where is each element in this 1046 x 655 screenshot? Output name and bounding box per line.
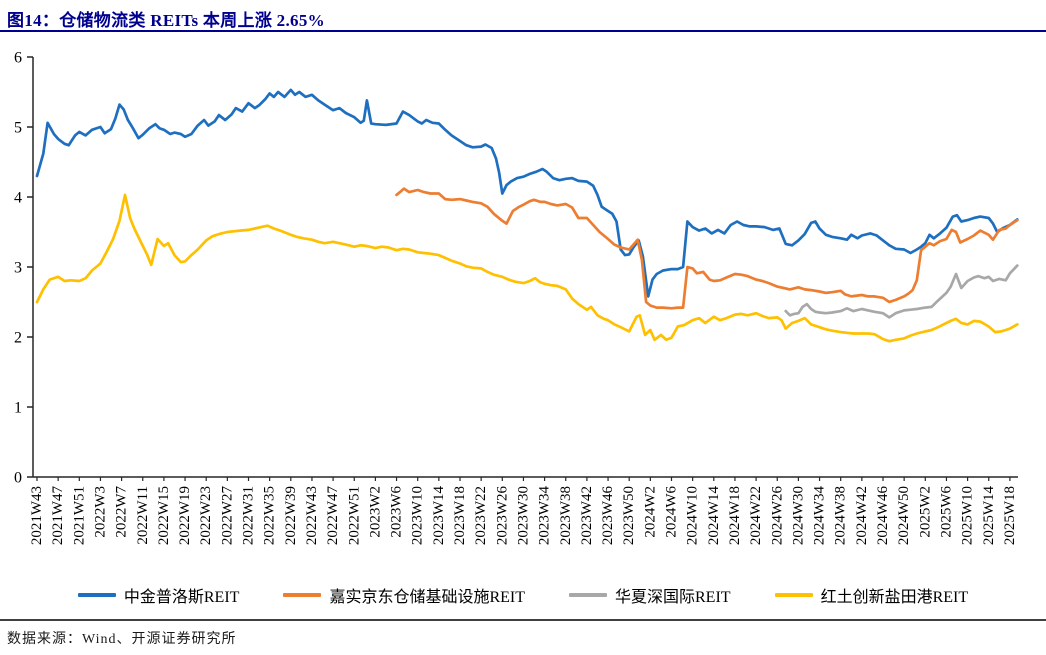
x-tick-label: 2022W23 — [198, 486, 214, 545]
legend-swatch-orange — [283, 593, 322, 597]
legend-label: 红土创新盐田港REIT — [820, 589, 969, 606]
legend-label: 华夏深国际REIT — [615, 589, 731, 606]
x-tick-label: 2023W50 — [621, 486, 637, 545]
x-tick-label: 2022W3 — [92, 486, 108, 538]
x-tick-label: 2023W38 — [558, 486, 574, 545]
x-tick-label: 2022W47 — [325, 486, 341, 546]
x-tick-label: 2022W7 — [114, 486, 130, 538]
x-tick-label: 2023W26 — [494, 486, 510, 546]
x-tick-label: 2024W46 — [875, 486, 891, 546]
legend-swatch-yellow — [774, 593, 813, 597]
x-tick-label: 2025W6 — [938, 486, 954, 538]
x-tick-label: 2023W46 — [600, 486, 616, 546]
line-chart: 0 1 2 3 4 5 6 2021W43 2021W47 2021W51 2022W3 2022W7… — [14, 49, 1019, 545]
x-tick-label: 2024W6 — [664, 486, 680, 538]
chart-title: 图14：仓储物流类 REITs 本周上涨 2.65% — [7, 11, 325, 30]
y-tick-label: 6 — [14, 49, 22, 66]
x-tick-label: 2024W22 — [748, 486, 764, 545]
x-tick-label: 2022W51 — [346, 486, 362, 545]
x-tick-label: 2023W2 — [367, 486, 383, 538]
data-source-note: 数据来源：Wind、开源证券研究所 — [7, 632, 237, 647]
series-line-3 — [35, 193, 1019, 343]
x-tick-label: 2022W35 — [262, 486, 278, 545]
x-tick-label: 2024W26 — [769, 486, 785, 546]
x-tick-label: 2022W15 — [156, 486, 172, 545]
legend-label: 嘉实京东仓储基础设施REIT — [329, 589, 525, 606]
y-axis-ticks: 0 1 2 3 4 5 6 — [14, 49, 33, 486]
x-tick-label: 2021W43 — [29, 486, 45, 545]
x-tick-label: 2022W11 — [135, 486, 151, 545]
x-tick-label: 2022W19 — [177, 486, 193, 545]
legend-item-hongtu-yantian: 红土创新盐田港REIT — [774, 583, 969, 607]
series-line-1 — [395, 187, 1019, 310]
x-tick-label: 2021W51 — [71, 486, 87, 545]
legend-item-zhongjin-prologis: 中金普洛斯REIT — [77, 583, 240, 607]
x-tick-label: 2024W38 — [833, 486, 849, 545]
x-tick-label: 2022W39 — [283, 486, 299, 545]
x-tick-label: 2024W50 — [896, 486, 912, 545]
x-tick-label: 2024W14 — [706, 486, 722, 546]
x-tick-label: 2022W43 — [304, 486, 320, 545]
series-line-0 — [35, 88, 1019, 298]
x-tick-label: 2021W47 — [50, 486, 66, 546]
x-tick-label: 2024W42 — [854, 486, 870, 545]
series-line-2 — [784, 264, 1019, 319]
title-underline — [0, 30, 1046, 32]
x-tick-label: 2025W14 — [981, 486, 997, 546]
legend-label: 中金普洛斯REIT — [123, 589, 240, 606]
x-tick-label: 2023W42 — [579, 486, 595, 545]
chart-legend: 中金普洛斯REIT 嘉实京东仓储基础设施REIT 华夏深国际REIT 红土创新盐… — [0, 583, 1046, 607]
y-tick-label: 2 — [14, 329, 22, 346]
x-tick-label: 2023W6 — [389, 486, 405, 538]
x-tick-label: 2024W18 — [727, 486, 743, 545]
y-tick-label: 3 — [14, 259, 22, 276]
x-tick-label: 2024W10 — [685, 486, 701, 545]
y-tick-label: 0 — [14, 469, 22, 486]
x-tick-label: 2022W27 — [219, 486, 235, 546]
x-tick-label: 2025W2 — [917, 486, 933, 538]
x-tick-label: 2023W10 — [410, 486, 426, 545]
legend-item-jiashi-jd: 嘉实京东仓储基础设施REIT — [283, 583, 525, 607]
x-tick-label: 2025W18 — [1002, 486, 1018, 545]
x-tick-label: 2024W34 — [812, 486, 828, 546]
legend-swatch-gray — [569, 593, 607, 597]
legend-item-huaxia-shenguoji: 华夏深国际REIT — [569, 583, 731, 607]
axes — [32, 57, 1018, 478]
x-tick-label: 2023W22 — [473, 486, 489, 545]
legend-swatch-blue — [77, 593, 116, 597]
x-tick-label: 2023W14 — [431, 486, 447, 546]
y-tick-label: 1 — [14, 399, 22, 416]
x-axis-ticks: 2021W43 2021W47 2021W51 2022W3 2022W7 2022W11… — [29, 477, 1018, 545]
x-tick-label: 2023W18 — [452, 486, 468, 545]
y-tick-label: 5 — [14, 119, 22, 136]
y-tick-label: 4 — [14, 189, 22, 206]
x-tick-label: 2025W10 — [960, 486, 976, 545]
x-tick-label: 2023W34 — [537, 486, 553, 546]
footer-divider — [0, 619, 1046, 621]
x-tick-label: 2022W31 — [241, 486, 257, 545]
x-tick-label: 2024W2 — [642, 486, 658, 538]
x-tick-label: 2023W30 — [515, 486, 531, 545]
x-tick-label: 2024W30 — [790, 486, 806, 545]
